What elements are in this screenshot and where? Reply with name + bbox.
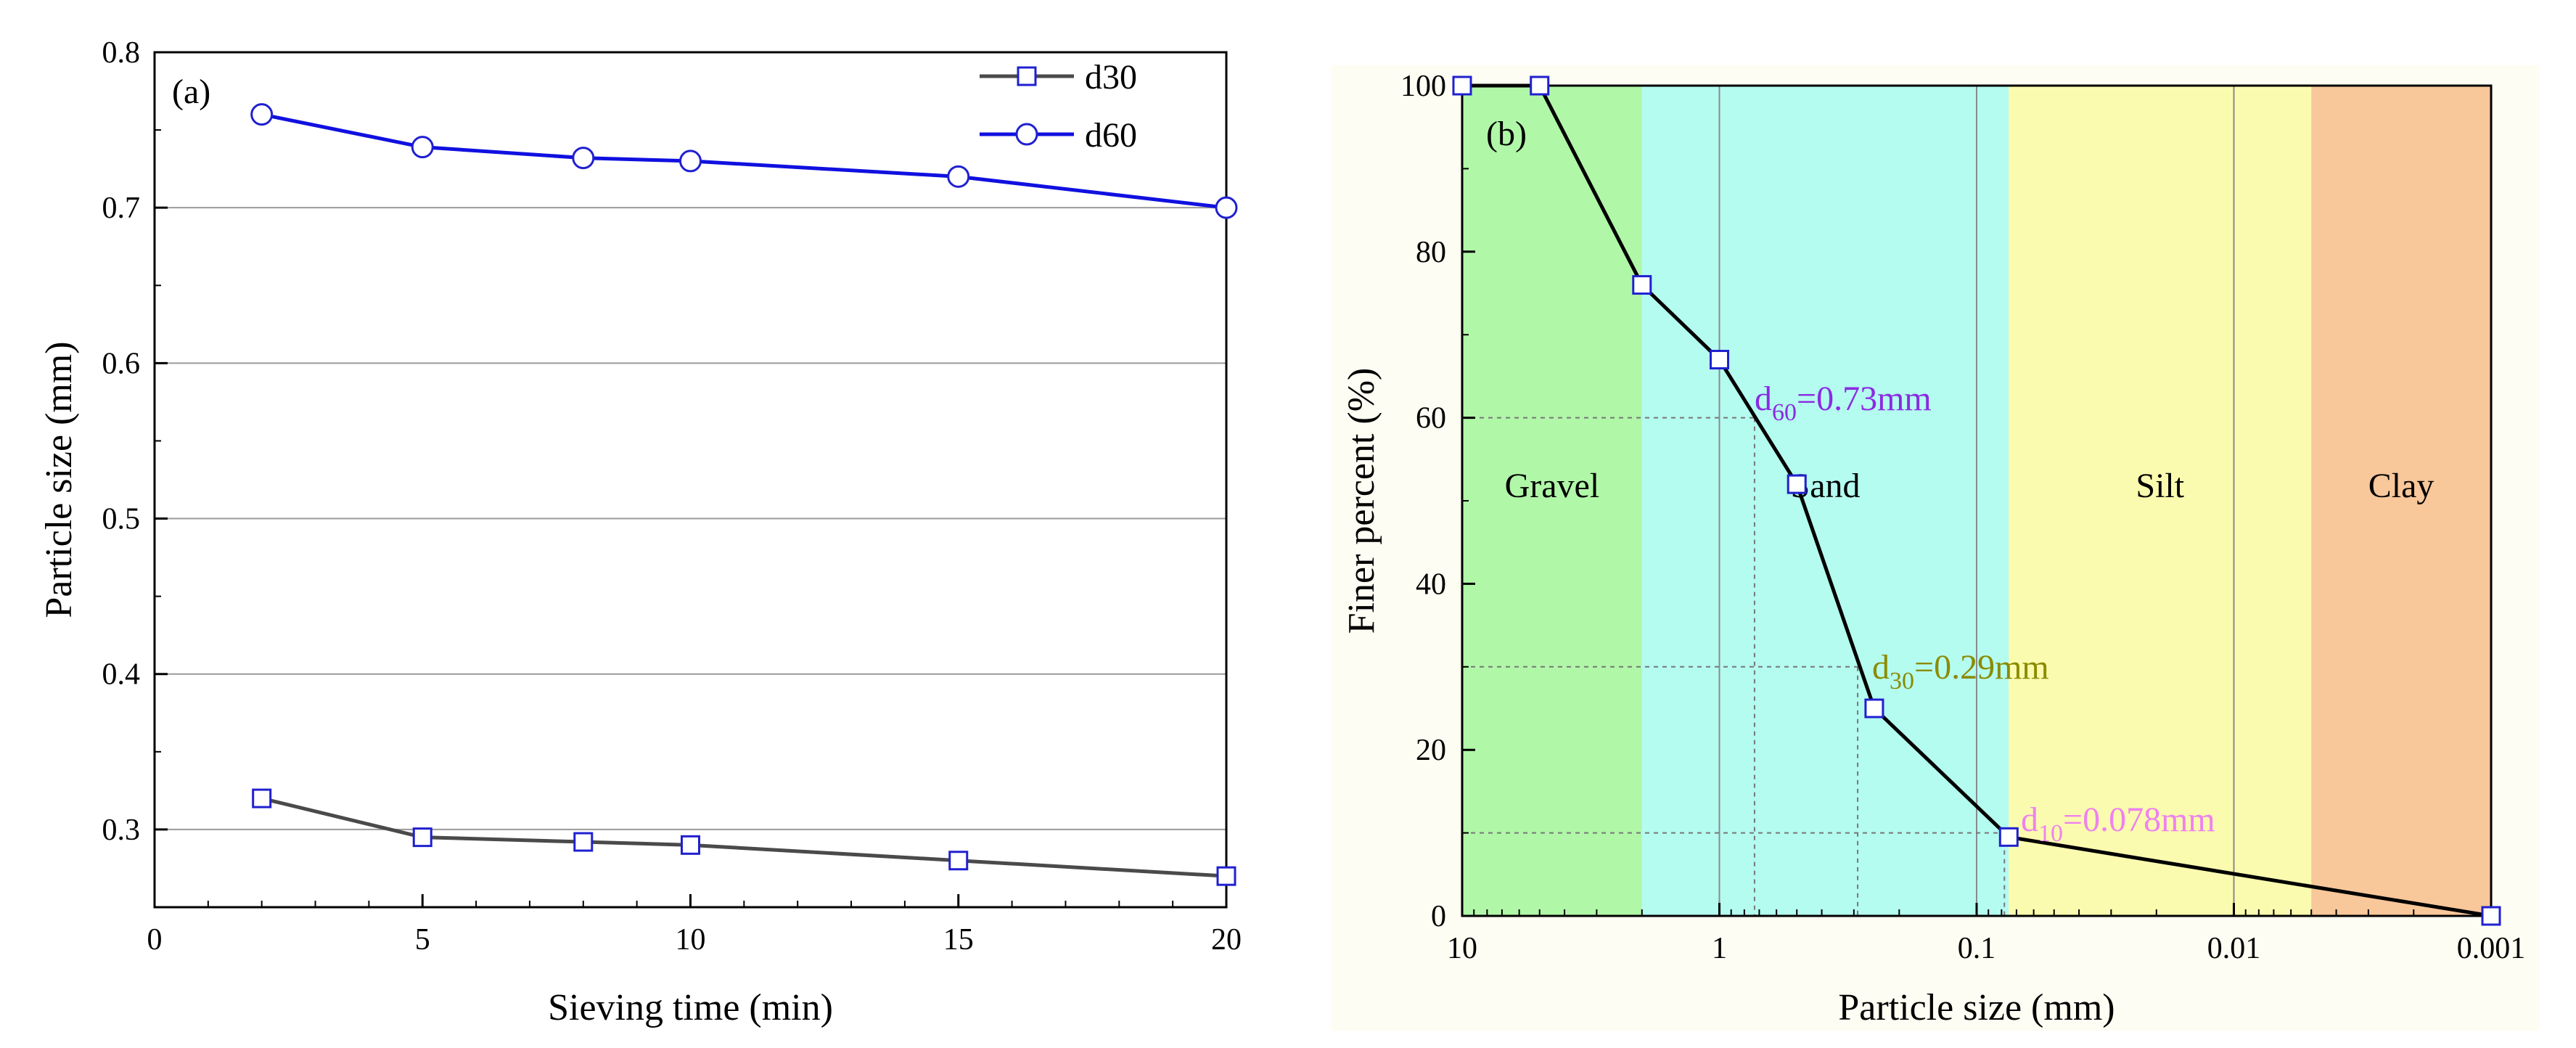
x-tick-label: 10 xyxy=(1447,932,1477,965)
data-point-d30 xyxy=(1216,866,1236,886)
x-tick-label: 0.01 xyxy=(2207,932,2261,965)
x-axis-label: Particle size (mm) xyxy=(1838,987,2114,1028)
x-tick-label: 20 xyxy=(1211,923,1242,957)
x-tick-label: 0.001 xyxy=(2457,932,2526,965)
x-tick-label: 0.1 xyxy=(1958,932,1996,965)
y-tick-label: 0.6 xyxy=(102,347,141,380)
data-point xyxy=(1632,275,1652,295)
data-point xyxy=(1452,75,1472,96)
region-clay xyxy=(2311,86,2491,916)
x-tick-label: 0 xyxy=(147,923,163,957)
x-tick-label: 5 xyxy=(415,923,430,957)
data-point-d60 xyxy=(1215,196,1238,219)
x-tick-label: 1 xyxy=(1712,932,1727,965)
annotation-d30: d30=0.29mm xyxy=(1872,648,2049,695)
y-tick-label: 0.3 xyxy=(102,814,141,847)
data-point-d60 xyxy=(250,103,274,126)
panel-label: (b) xyxy=(1486,115,1527,153)
annotation-d10: d10=0.078mm xyxy=(2021,801,2215,847)
y-tick-label: 100 xyxy=(1400,70,1446,103)
region-label-gravel: Gravel xyxy=(1505,467,1600,505)
y-tick-label: 80 xyxy=(1416,236,1446,269)
legend-marker-d60 xyxy=(1015,123,1038,146)
data-point xyxy=(2481,906,2501,926)
annotation-d60: d60=0.73mm xyxy=(1755,380,1932,426)
data-point-d30 xyxy=(412,827,432,848)
data-point xyxy=(1710,350,1729,370)
y-tick-label: 0.7 xyxy=(102,192,141,225)
y-tick-label: 0 xyxy=(1431,900,1446,933)
data-point-d30 xyxy=(948,851,969,871)
y-tick-label: 0.4 xyxy=(102,658,141,692)
data-point-d30 xyxy=(573,832,594,852)
panel-a-chart: 0 5 10 15 20 0.3 0.4 0.5 0.6 0.7 0.8 Sieving time (… xyxy=(38,36,1242,1028)
data-point xyxy=(1998,827,2019,847)
series-line-d30 xyxy=(261,796,1227,878)
data-point xyxy=(1787,474,1807,494)
data-point-d30 xyxy=(252,788,272,808)
y-axis-label: Particle size (mm) xyxy=(38,341,80,618)
data-point-d60 xyxy=(947,165,970,188)
data-point-d60 xyxy=(679,150,702,173)
data-point-d60 xyxy=(411,136,434,159)
region-label-silt: Silt xyxy=(2136,467,2184,505)
region-silt xyxy=(2009,86,2312,916)
data-point xyxy=(1530,75,1550,96)
data-point-d60 xyxy=(572,147,595,170)
series-line-d60 xyxy=(261,112,1227,210)
plot-frame xyxy=(153,51,1228,909)
data-point xyxy=(1864,698,1884,719)
x-tick-label: 10 xyxy=(676,923,706,957)
y-axis-label: Finer percent (%) xyxy=(1341,368,1382,634)
data-point-d30 xyxy=(681,835,700,855)
x-tick-label: 15 xyxy=(943,923,974,957)
y-tick-label: 0.5 xyxy=(102,503,141,536)
x-axis-label: Sieving time (min) xyxy=(548,987,833,1028)
region-label-clay: Clay xyxy=(2368,467,2435,505)
panel-label: (a) xyxy=(172,73,210,111)
y-tick-label: 40 xyxy=(1416,568,1446,601)
y-tick-label: 20 xyxy=(1416,734,1446,767)
series-line-gradation xyxy=(1462,83,2492,918)
legend-label-d60: d60 xyxy=(1085,116,1137,155)
legend-label-d30: d30 xyxy=(1085,58,1137,97)
y-tick-label: 60 xyxy=(1416,402,1446,435)
y-tick-label: 0.8 xyxy=(102,36,141,70)
legend-marker-d30 xyxy=(1017,66,1037,86)
